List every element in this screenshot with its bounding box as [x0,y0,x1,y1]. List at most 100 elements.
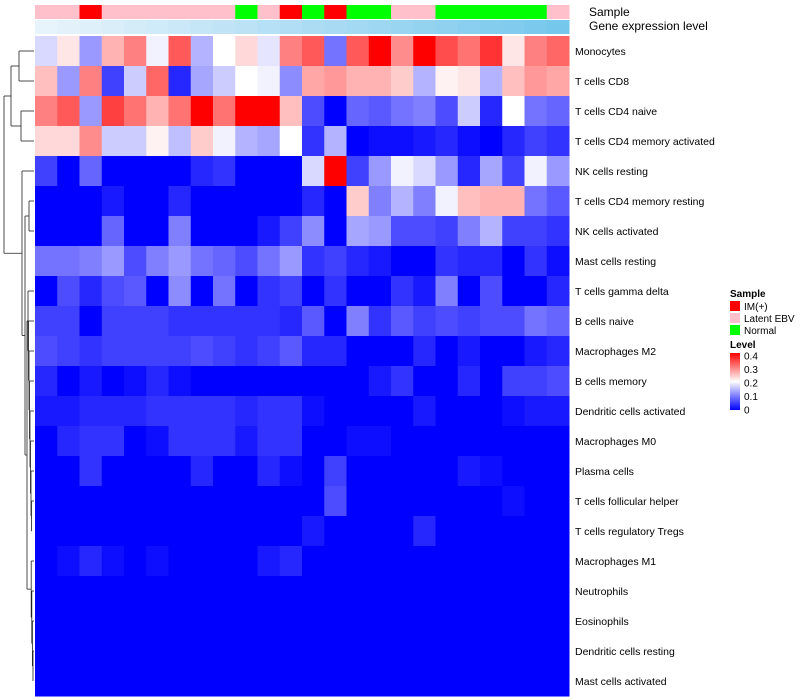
heatmap-cell [235,36,258,67]
heatmap-cell [502,546,525,577]
heatmap-cell [190,426,214,457]
heatmap-cell [101,186,125,217]
row-label: T cells gamma delta [575,286,669,298]
heatmap-cell [213,396,236,427]
heatmap-cell [480,666,503,697]
heatmap-cell [257,546,281,577]
heatmap-cell [57,426,80,457]
heatmap-cell [457,666,481,697]
heatmap-cell [302,576,325,607]
heatmap-cell [101,36,125,67]
heatmap-cell [101,486,125,517]
level-tick-label: 0 [744,406,750,417]
expression-annotation-cell [346,20,370,34]
heatmap-cell [279,396,303,427]
heatmap-cell [480,306,503,337]
heatmap-cell [279,486,303,517]
heatmap-cell [391,516,414,547]
heatmap-cell [346,546,370,577]
heatmap-cell [435,456,459,487]
heatmap-cell [190,666,214,697]
expression-annotation-cell [190,20,214,34]
heatmap-cell [524,546,548,577]
heatmap-cell [35,336,58,367]
expression-annotation-cell [302,20,325,34]
heatmap-cell [101,426,125,457]
heatmap-cell [346,306,370,337]
heatmap-cell [213,636,236,667]
heatmap-cell [524,576,548,607]
row-label: NK cells resting [575,166,648,178]
heatmap-cell [346,66,370,97]
heatmap-cell [546,96,570,127]
heatmap-cell [146,366,169,397]
heatmap-cell [546,306,570,337]
heatmap-cell [480,546,503,577]
heatmap-cell [413,36,436,67]
row-label: B cells naive [575,316,634,328]
sample-legend-label: IM(+) [744,302,768,313]
heatmap-cell [235,516,258,547]
row-label: B cells memory [575,376,648,388]
sample-track-label: Sample [589,5,630,19]
heatmap-cell [57,636,80,667]
heatmap-cell [79,576,103,607]
heatmap-cell [35,36,58,67]
heatmap-cell [413,636,436,667]
heatmap-cell [413,516,436,547]
heatmap-cell [368,426,392,457]
heatmap-cell [57,516,80,547]
heatmap-cell [146,246,169,277]
heatmap-cell [435,306,459,337]
heatmap-cell [279,246,303,277]
heatmap-cell [302,126,325,157]
heatmap-cell [346,156,370,187]
sample-annotation-cell [346,5,370,19]
heatmap-cell [190,306,214,337]
heatmap-cell [235,156,258,187]
heatmap-cell [79,546,103,577]
heatmap-cell [302,276,325,307]
heatmap-cell [502,276,525,307]
row-label: T cells follicular helper [575,496,679,508]
heatmap-cell [124,36,147,67]
heatmap-cell [213,576,236,607]
heatmap-cell [168,546,192,577]
heatmap-cell [502,246,525,277]
heatmap-cell [79,156,103,187]
expression-annotation-cell [524,20,548,34]
heatmap-cell [346,246,370,277]
heatmap-cell [435,36,459,67]
heatmap-cell [368,126,392,157]
row-label: Macrophages M2 [575,346,656,358]
expression-annotation-cell [368,20,392,34]
heatmap-cell [480,516,503,547]
heatmap-cell [168,396,192,427]
heatmap-cells [35,36,570,697]
heatmap-cell [413,456,436,487]
heatmap-cell [524,66,548,97]
heatmap-cell [457,96,481,127]
heatmap-cell [35,456,58,487]
heatmap-cell [101,636,125,667]
heatmap-cell [101,456,125,487]
heatmap-cell [235,246,258,277]
heatmap-cell [57,216,80,247]
heatmap-cell [368,366,392,397]
heatmap-cell [413,426,436,457]
heatmap-cell [391,366,414,397]
expression-annotation-cell [279,20,303,34]
heatmap-cell [391,456,414,487]
row-label: T cells regulatory Tregs [575,526,684,538]
heatmap-cell [57,156,80,187]
heatmap-cell [213,186,236,217]
heatmap-cell [324,126,347,157]
sample-annotation-cell [391,5,414,19]
heatmap-cell [413,336,436,367]
heatmap-cell [546,246,570,277]
expression-annotation-cell [168,20,192,34]
heatmap-cell [146,546,169,577]
heatmap-cell [502,486,525,517]
heatmap-cell [213,96,236,127]
heatmap-cell [235,216,258,247]
